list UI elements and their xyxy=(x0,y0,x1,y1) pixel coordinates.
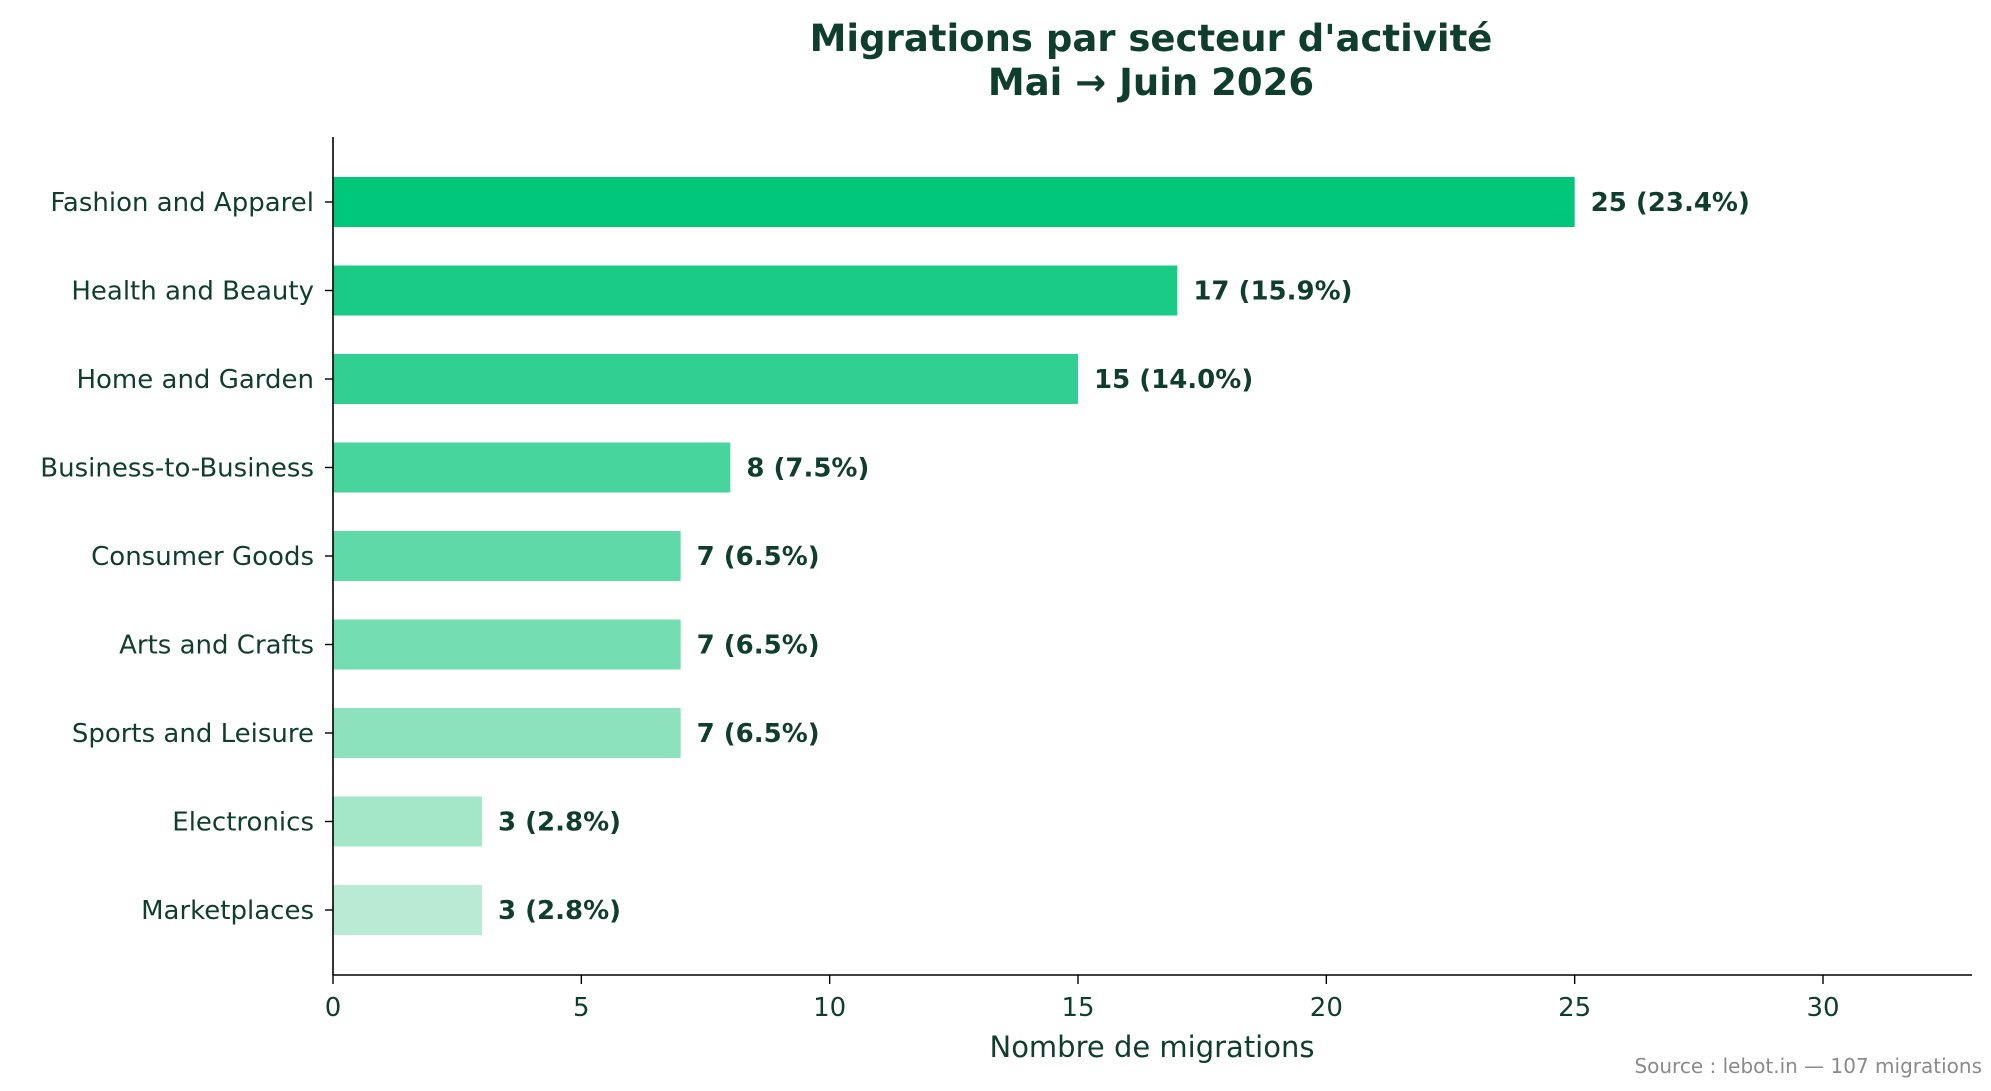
bar-7 xyxy=(333,796,482,847)
value-label-0: 25 (23.4%) xyxy=(1591,188,1750,218)
x-tick-label-2: 10 xyxy=(813,993,846,1023)
value-label-3: 8 (7.5%) xyxy=(746,454,869,484)
bar-3 xyxy=(333,442,731,493)
bar-5 xyxy=(333,619,681,670)
y-tick-label-6: Sports and Leisure xyxy=(72,719,314,749)
value-labels-layer: 25 (23.4%) 17 (15.9%) 15 (14.0%) 8 (7.5%) 7 … xyxy=(498,188,1750,926)
x-tick-label-3: 15 xyxy=(1061,993,1094,1023)
chart-title: Migrations par secteur d'activité Mai → … xyxy=(810,17,1493,104)
x-axis-ticks: 0 5 10 15 20 25 30 xyxy=(325,975,1840,1023)
value-label-6: 7 (6.5%) xyxy=(697,719,820,749)
y-tick-label-0: Fashion and Apparel xyxy=(50,188,314,218)
y-tick-label-5: Arts and Crafts xyxy=(119,631,314,661)
chart-title-line-1: Migrations par secteur d'activité xyxy=(810,17,1493,60)
value-label-2: 15 (14.0%) xyxy=(1094,365,1253,395)
x-tick-label-6: 30 xyxy=(1806,993,1839,1023)
source-note: Source : lebot.in — 107 migrations xyxy=(1634,1054,1982,1078)
x-tick-label-1: 5 xyxy=(573,993,590,1023)
bar-8 xyxy=(333,885,482,935)
y-tick-label-4: Consumer Goods xyxy=(91,542,314,572)
bar-0 xyxy=(333,177,1575,227)
y-axis-ticks: Fashion and Apparel Health and Beauty Home… xyxy=(40,188,333,926)
value-label-8: 3 (2.8%) xyxy=(498,896,621,926)
value-label-4: 7 (6.5%) xyxy=(697,542,820,572)
value-label-1: 17 (15.9%) xyxy=(1193,277,1352,307)
y-tick-label-3: Business-to-Business xyxy=(40,454,314,484)
bar-1 xyxy=(333,265,1178,316)
bar-2 xyxy=(333,354,1078,404)
chart-title-line-2: Mai → Juin 2026 xyxy=(988,61,1314,104)
x-tick-label-5: 25 xyxy=(1558,993,1591,1023)
y-tick-label-8: Marketplaces xyxy=(141,896,314,926)
x-tick-label-0: 0 xyxy=(325,993,342,1023)
y-tick-label-1: Health and Beauty xyxy=(71,277,314,307)
bar-6 xyxy=(333,708,681,758)
value-label-5: 7 (6.5%) xyxy=(697,631,820,661)
value-label-7: 3 (2.8%) xyxy=(498,808,621,838)
bar-4 xyxy=(333,531,681,581)
y-tick-label-7: Electronics xyxy=(172,808,314,838)
x-axis-title: Nombre de migrations xyxy=(990,1030,1315,1064)
bars-layer xyxy=(333,177,1575,935)
y-tick-label-2: Home and Garden xyxy=(76,365,314,395)
x-tick-label-4: 20 xyxy=(1310,993,1343,1023)
